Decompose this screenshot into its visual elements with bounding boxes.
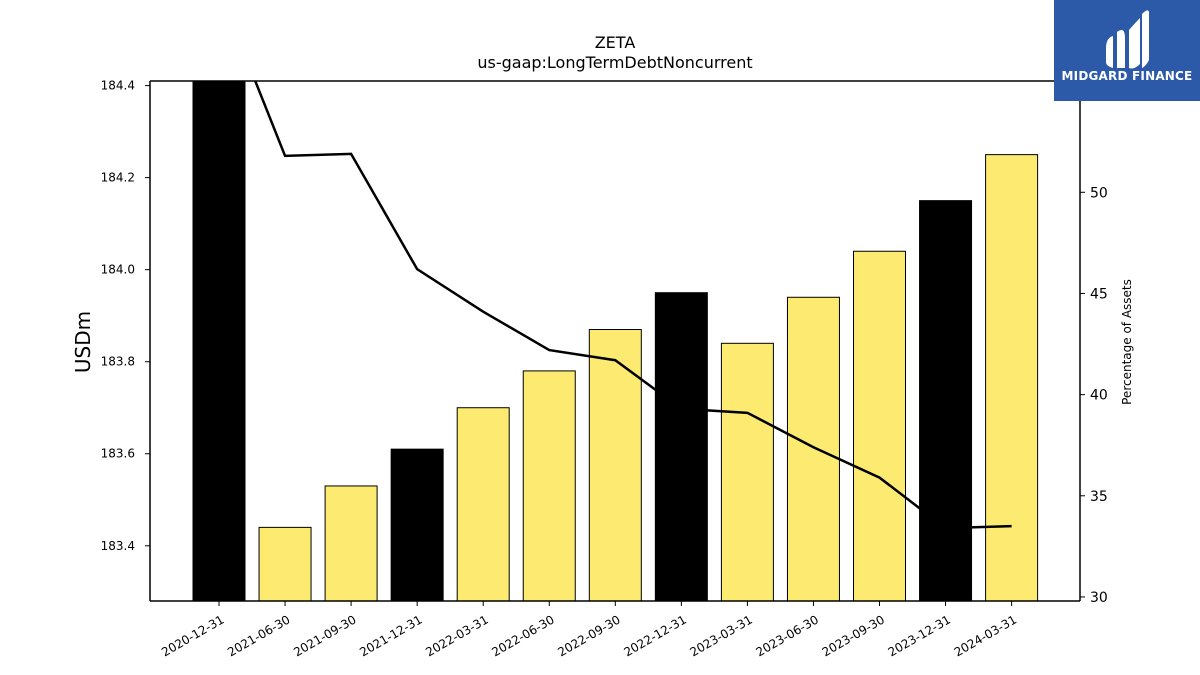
x-axis-ticks: 2020-12-312021-06-302021-09-302021-12-31… — [159, 601, 1019, 659]
bar-2023-12-31 — [919, 200, 973, 602]
bar-2023-09-30 — [853, 250, 906, 602]
x-tick-label: 2023-06-30 — [754, 612, 821, 659]
bar-2022-09-30 — [588, 328, 642, 602]
y2-tick-label: 40 — [1090, 388, 1108, 404]
chart-subtitle: us-gaap:LongTermDebtNoncurrent — [477, 53, 752, 72]
line-series — [253, 81, 1012, 530]
bar-2023-03-31 — [720, 342, 774, 602]
x-tick-label: 2023-12-31 — [886, 612, 953, 659]
y-tick-label: 183.4 — [101, 539, 135, 553]
chart-title: ZETA — [595, 33, 636, 52]
bar-2021-06-30 — [258, 526, 312, 602]
y2-tick-label: 50 — [1090, 185, 1108, 201]
y-axis-label: USDm — [71, 311, 95, 373]
x-tick-label: 2020-12-31 — [159, 612, 226, 659]
bar-2023-06-30 — [786, 296, 840, 602]
bar-2024-03-31 — [985, 154, 1039, 602]
x-tick-label: 2021-12-31 — [357, 612, 424, 659]
bar-2021-09-30 — [324, 485, 378, 602]
y-tick-label: 183.8 — [101, 355, 135, 369]
brand-logo-text: MIDGARD FINANCE — [1061, 69, 1193, 83]
x-tick-label: 2024-03-31 — [952, 612, 1019, 659]
bar-2020-12-31 — [192, 80, 246, 602]
brand-logo: MIDGARD FINANCE — [1054, 0, 1200, 101]
bar-series — [192, 80, 1039, 602]
y-tick-label: 184.0 — [101, 263, 135, 277]
bar-2021-12-31 — [390, 448, 444, 602]
y2-tick-label: 35 — [1090, 489, 1108, 505]
y2-tick-label: 30 — [1090, 590, 1108, 606]
bar-2022-12-31 — [654, 292, 708, 602]
y2-axis-label: Percentage of Assets — [1120, 279, 1134, 405]
x-tick-label: 2022-06-30 — [489, 612, 556, 659]
y2-tick-label: 45 — [1090, 286, 1108, 302]
bar-2022-03-31 — [456, 407, 510, 602]
y2-axis-ticks: 30 35 40 45 50 — [1080, 185, 1108, 606]
x-tick-label: 2022-03-31 — [423, 612, 490, 659]
x-tick-label: 2021-06-30 — [225, 612, 292, 659]
midgard-logo-icon — [1106, 10, 1149, 69]
x-tick-label: 2021-09-30 — [291, 612, 358, 659]
y-axis-ticks: 183.4 183.6 183.8 184.0 184.2 184.4 — [101, 79, 150, 553]
y-tick-label: 184.4 — [101, 79, 135, 93]
y-tick-label: 184.2 — [101, 171, 135, 185]
x-tick-label: 2023-03-31 — [687, 612, 754, 659]
x-tick-label: 2023-09-30 — [820, 612, 887, 659]
x-tick-label: 2022-09-30 — [555, 612, 622, 659]
bar-2022-06-30 — [522, 370, 576, 602]
percentage-of-assets-line — [253, 81, 1012, 530]
x-tick-label: 2022-12-31 — [621, 612, 688, 659]
y-tick-label: 183.6 — [101, 447, 135, 461]
